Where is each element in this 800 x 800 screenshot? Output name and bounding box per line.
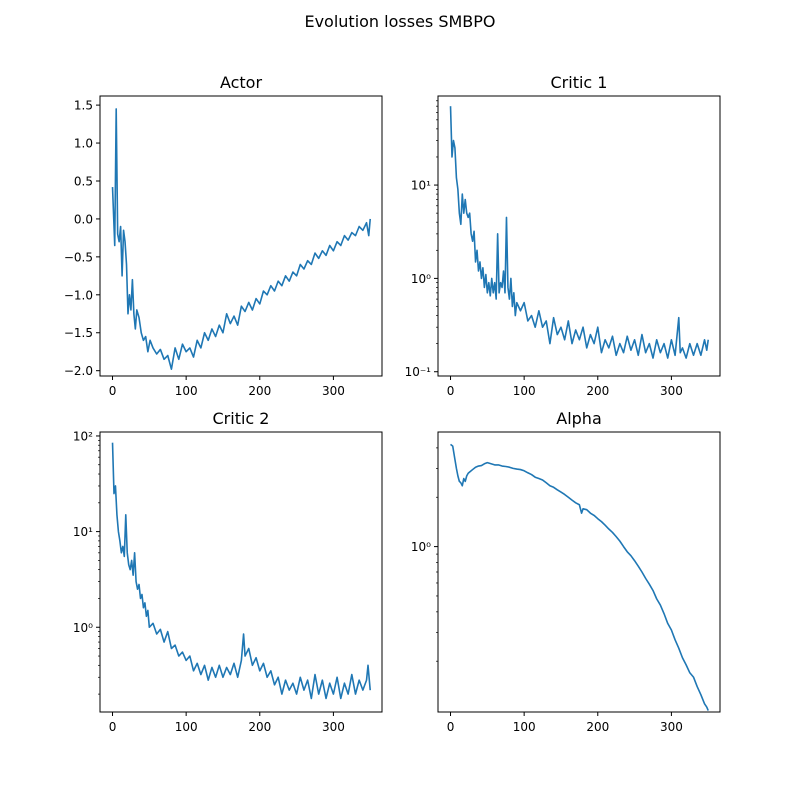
alpha-series-line bbox=[450, 443, 709, 711]
critic-2-title: Critic 2 bbox=[213, 409, 270, 428]
actor-y-tick-label: −1.0 bbox=[64, 288, 93, 302]
actor-y-tick-label: 0.5 bbox=[74, 174, 93, 188]
alpha-x-tick-label: 0 bbox=[447, 720, 455, 734]
alpha-x-tick-label: 100 bbox=[513, 720, 536, 734]
alpha-y-tick-label: 10⁰ bbox=[411, 540, 431, 554]
critic-1-title: Critic 1 bbox=[551, 73, 608, 92]
actor-x-tick-label: 200 bbox=[248, 384, 271, 398]
actor-y-tick-label: −0.5 bbox=[64, 250, 93, 264]
actor-y-tick-label: 1.0 bbox=[74, 137, 93, 151]
critic-1-x-tick-label: 200 bbox=[586, 384, 609, 398]
actor-y-tick-label: −1.5 bbox=[64, 326, 93, 340]
actor-title: Actor bbox=[220, 73, 263, 92]
figure-title: Evolution losses SMBPO bbox=[304, 12, 496, 31]
critic-2-x-tick-label: 100 bbox=[175, 720, 198, 734]
actor-y-tick-label: 1.5 bbox=[74, 99, 93, 113]
critic-1-y-tick-label: 10¹ bbox=[411, 179, 431, 193]
critic-2-y-tick-label: 10¹ bbox=[73, 525, 93, 539]
actor-panel: Actor 0 100 200 300 1.5 1.0 0.5 0.0 −0.5 −1.0 −1.5 −… bbox=[64, 73, 383, 398]
critic-1-x-tick-label: 0 bbox=[447, 384, 455, 398]
critic-1-axes-frame bbox=[437, 95, 721, 377]
critic-2-panel: Critic 2 0 100 200 300 10² 10¹ 10⁰ bbox=[73, 409, 383, 734]
alpha-panel: Alpha 0 100 200 300 10⁰ bbox=[411, 409, 721, 734]
critic-2-y-tick-label: 10⁰ bbox=[73, 621, 93, 635]
critic-1-series-line bbox=[449, 106, 710, 359]
alpha-x-tick-label: 300 bbox=[660, 720, 683, 734]
actor-y-tick-label: −2.0 bbox=[64, 364, 93, 378]
critic-2-axes-frame bbox=[99, 431, 383, 713]
critic-2-x-tick-label: 200 bbox=[248, 720, 271, 734]
critic-2-x-tick-label: 300 bbox=[322, 720, 345, 734]
alpha-title: Alpha bbox=[556, 409, 602, 428]
critic-1-y-tick-label: 10⁰ bbox=[411, 272, 431, 286]
actor-x-tick-label: 100 bbox=[175, 384, 198, 398]
critic-2-y-tick-label: 10² bbox=[73, 429, 93, 443]
critic-2-x-tick-label: 0 bbox=[109, 720, 117, 734]
actor-y-tick-label: 0.0 bbox=[74, 212, 93, 226]
critic-1-x-tick-label: 100 bbox=[513, 384, 536, 398]
actor-axes-frame bbox=[99, 95, 383, 377]
actor-x-tick-label: 0 bbox=[109, 384, 117, 398]
alpha-x-tick-label: 200 bbox=[586, 720, 609, 734]
critic-1-panel: Critic 1 0 100 200 300 10¹ 10⁰ 10⁻¹ bbox=[405, 73, 721, 398]
actor-series-line bbox=[111, 108, 372, 370]
actor-x-tick-label: 300 bbox=[322, 384, 345, 398]
critic-1-x-tick-label: 300 bbox=[660, 384, 683, 398]
critic-2-series-line bbox=[111, 442, 372, 700]
critic-1-y-tick-label: 10⁻¹ bbox=[405, 365, 432, 379]
alpha-axes-frame bbox=[437, 431, 721, 713]
